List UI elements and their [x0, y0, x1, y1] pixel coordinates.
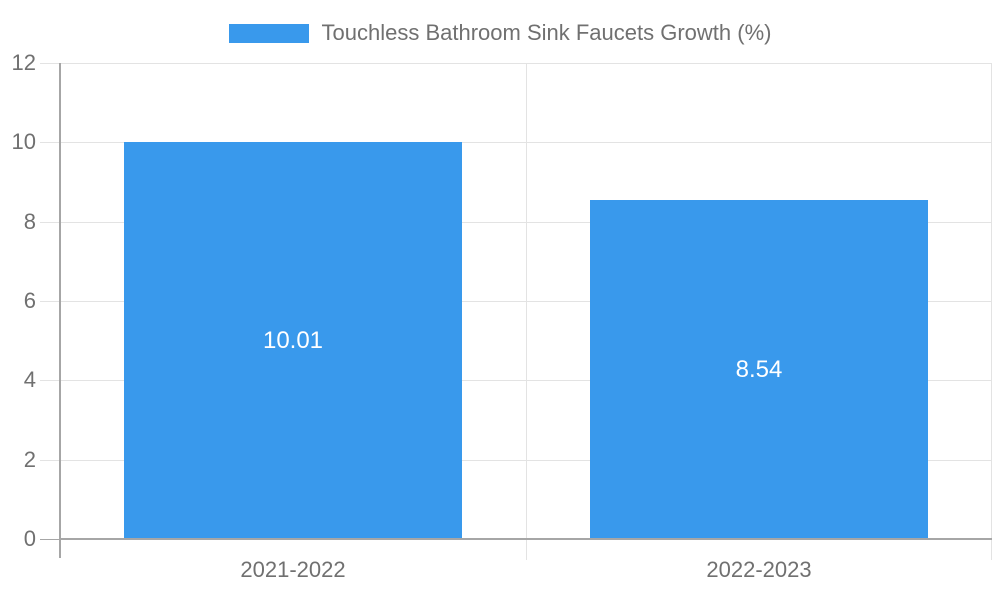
y-tick-8	[40, 222, 60, 223]
y-tick-10	[40, 142, 60, 143]
y-tick-2	[40, 460, 60, 461]
y-tick-label-12: 12	[11, 50, 36, 75]
y-axis-line	[59, 63, 61, 558]
x-tick-2	[991, 539, 992, 560]
y-tick-label-10: 10	[11, 129, 36, 154]
x-tick-1	[526, 539, 527, 560]
y-tick-label-0: 0	[23, 526, 36, 551]
legend-swatch	[228, 23, 309, 43]
bar-2021-2022[interactable]	[124, 142, 462, 539]
category-divider	[526, 63, 527, 539]
legend[interactable]: Touchless Bathroom Sink Faucets Growth (…	[0, 15, 1000, 51]
x-category-label-2022-2023: 2022-2023	[706, 557, 812, 582]
y-tick-label-8: 8	[23, 209, 36, 234]
y-tick-12	[40, 63, 60, 64]
y-tick-label-4: 4	[23, 367, 36, 392]
y-tick-6	[40, 301, 60, 302]
legend-label: Touchless Bathroom Sink Faucets Growth (…	[321, 20, 772, 45]
y-tick-4	[40, 380, 60, 381]
bar-value-label-2022-2023: 8.54	[735, 355, 783, 383]
y-tick-label-6: 6	[23, 288, 36, 313]
bar-value-label-2021-2022: 10.01	[262, 326, 324, 354]
x-axis-line	[60, 538, 992, 540]
y-tick-0	[40, 539, 60, 540]
y-tick-label-2: 2	[23, 447, 36, 472]
bar-2022-2023[interactable]	[590, 200, 928, 539]
x-category-label-2021-2022: 2021-2022	[240, 557, 346, 582]
plot-right-border	[991, 63, 992, 539]
